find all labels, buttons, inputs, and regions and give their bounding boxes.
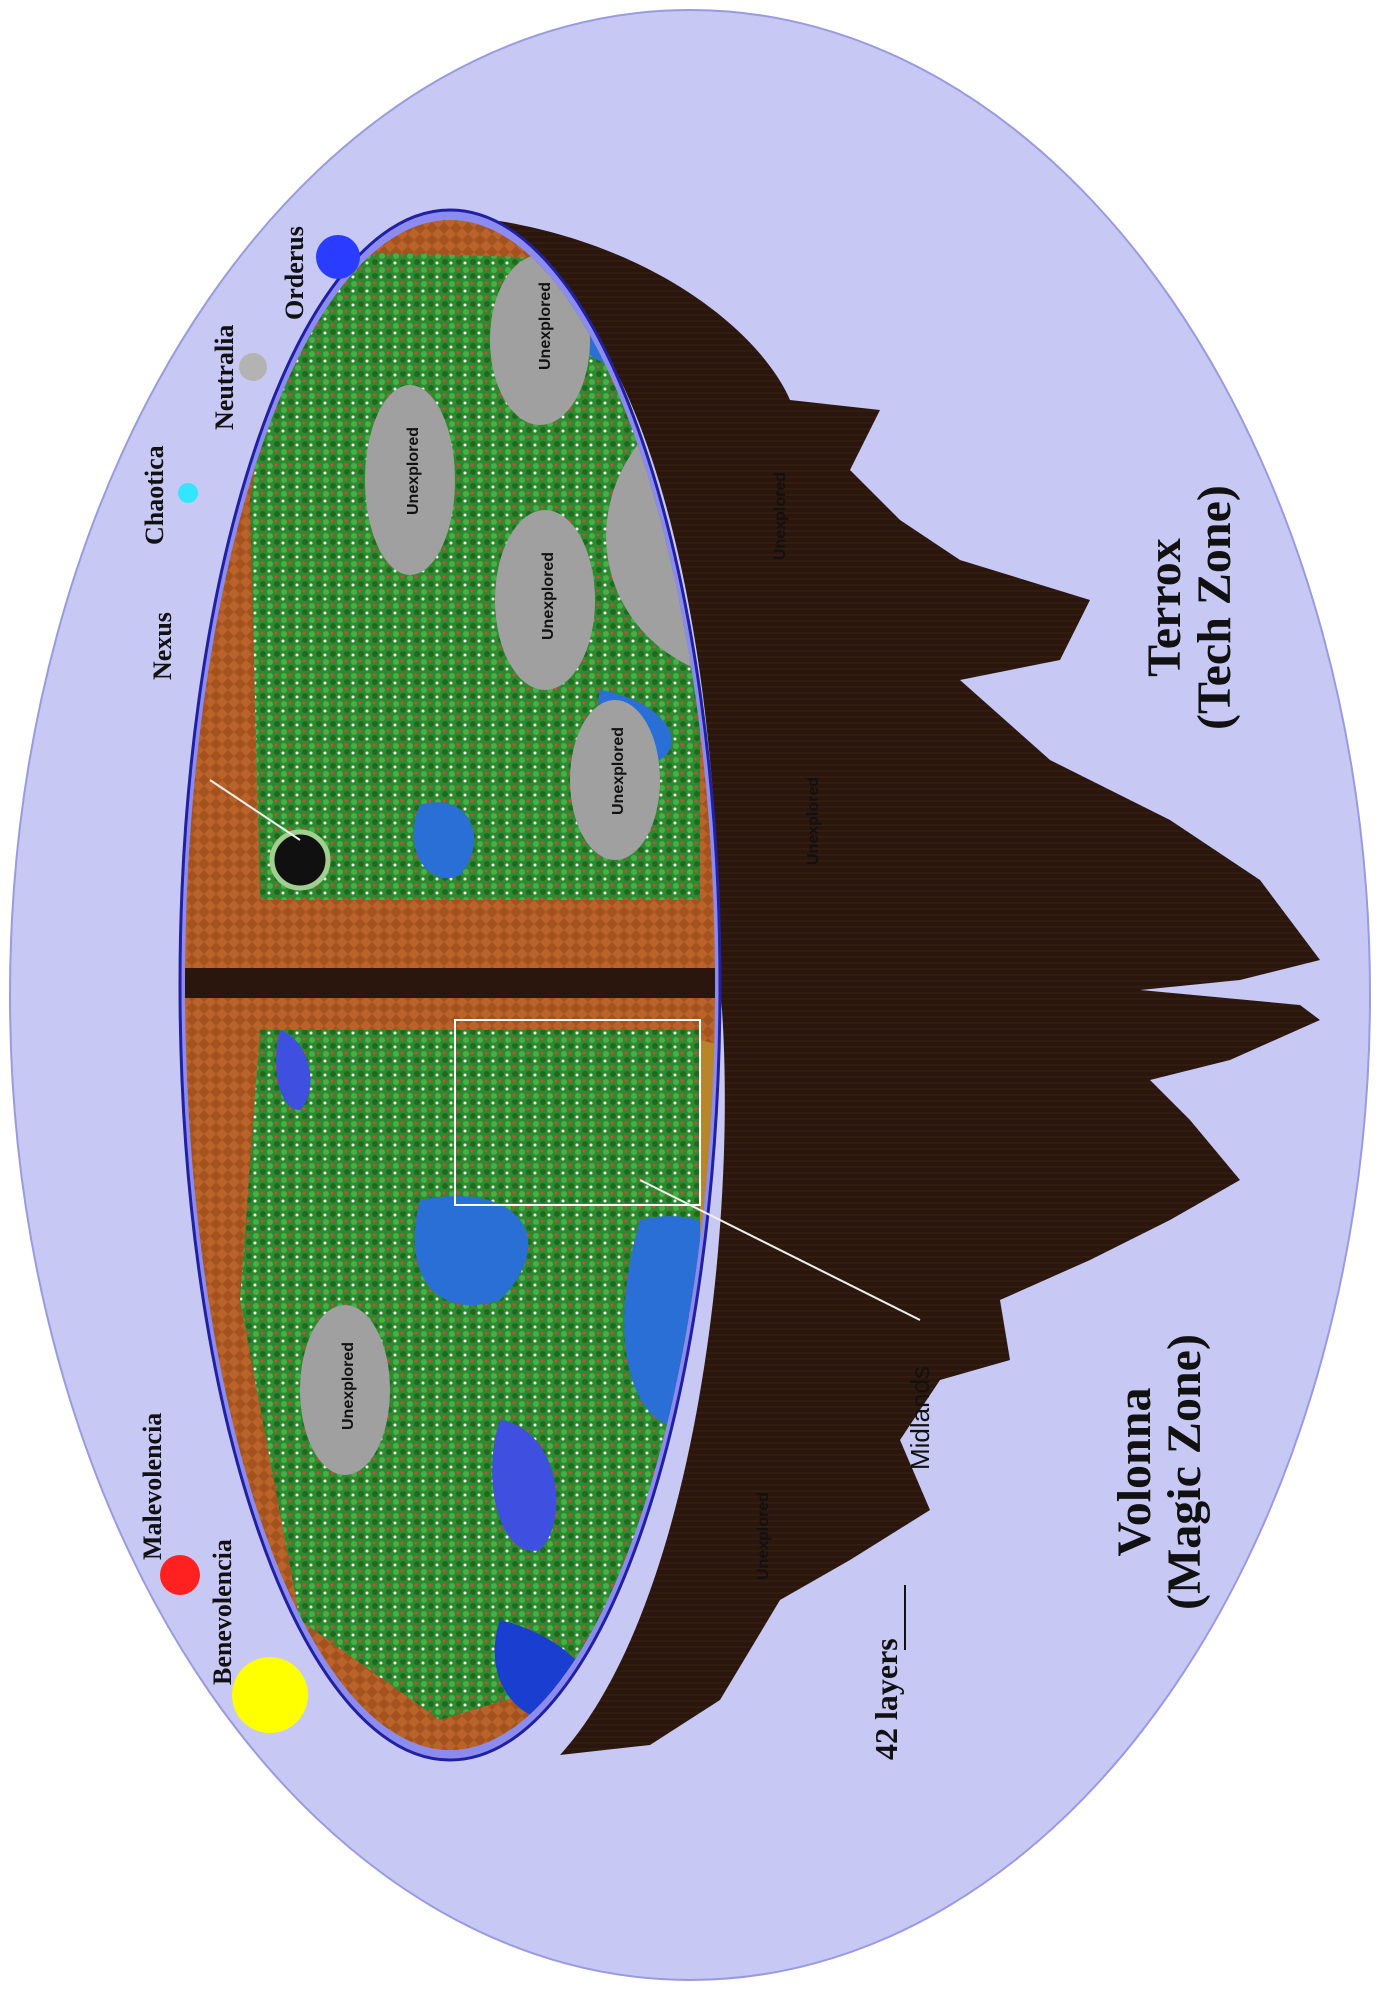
moon-label-benevolencia: Benevolencia	[208, 1539, 237, 1685]
unexplored-label: Unexplored	[772, 472, 789, 560]
zone-name-terrox: Terrox	[1138, 538, 1191, 677]
unexplored-label: Unexplored	[340, 1342, 357, 1430]
midlands-label: Midlands	[905, 1365, 935, 1470]
zone-sub-volonna: (Magic Zone)	[1158, 1334, 1212, 1610]
zone-label-volonna: Volonna (Magic Zone)	[1108, 1334, 1212, 1610]
moon-label-neutralia: Neutralia	[210, 324, 239, 430]
unexplored-region	[570, 700, 660, 860]
unexplored-label: Unexplored	[805, 777, 822, 865]
forest-region	[240, 1030, 700, 1720]
zone-name-volonna: Volonna	[1108, 1387, 1161, 1557]
lake	[413, 802, 475, 879]
moon-orderus	[316, 235, 360, 279]
nexus-pointer-line	[209, 779, 301, 841]
unexplored-label: Unexplored	[610, 727, 627, 815]
moon-label-nexus: Nexus	[148, 612, 177, 680]
moon-label-orderus: Orderus	[280, 226, 309, 320]
unexplored-region	[495, 510, 595, 690]
moon-label-malevolencia: Malevolencia	[138, 1412, 167, 1560]
zone-label-terrox: Terrox (Tech Zone)	[1138, 485, 1242, 730]
moon-malevolencia	[160, 1555, 200, 1595]
unexplored-region	[490, 255, 590, 425]
unexplored-label: Unexplored	[755, 1492, 772, 1580]
moon-neutralia	[239, 353, 267, 381]
unexplored-label: Unexplored	[405, 427, 422, 515]
unexplored-region	[365, 385, 455, 575]
layers-label: 42 layers	[868, 1638, 904, 1760]
unexplored-labels: Unexplored Unexplored Unexplored Unexplo…	[340, 282, 822, 1580]
lake	[276, 1030, 311, 1110]
moon-benevolencia	[232, 1657, 308, 1733]
world-underside	[450, 215, 1320, 1755]
world-divide	[185, 968, 715, 998]
unexplored-label: Unexplored	[540, 552, 557, 640]
moon-label-chaotica: Chaotica	[140, 445, 169, 545]
midlands-pointer-line	[639, 1179, 921, 1321]
unexplored-label: Unexplored	[537, 282, 554, 370]
zone-sub-terrox: (Tech Zone)	[1188, 485, 1242, 730]
nexus-gate	[269, 829, 331, 891]
unexplored-region	[300, 1305, 390, 1475]
midlands-inset	[454, 1019, 701, 1206]
moon-chaotica	[178, 483, 198, 503]
lake	[492, 1420, 557, 1551]
lake	[414, 1196, 529, 1306]
